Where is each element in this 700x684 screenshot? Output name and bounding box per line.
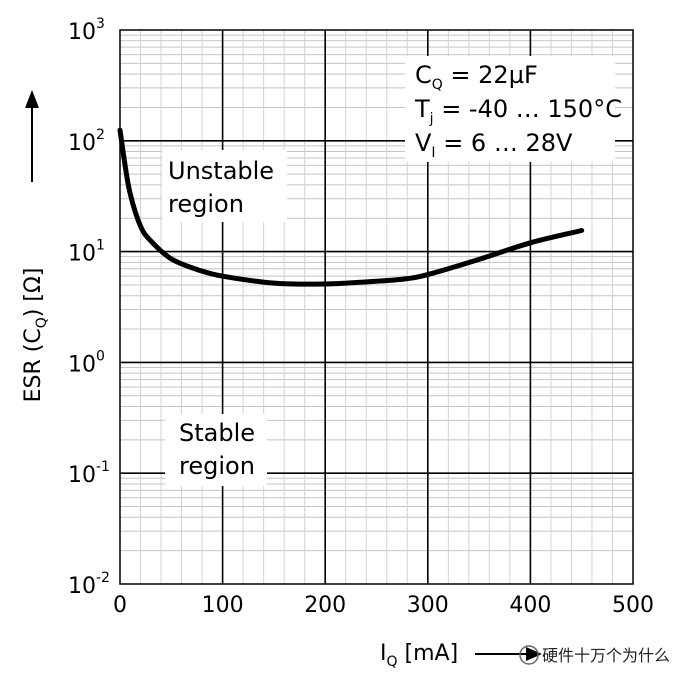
x-tick-label: 200: [304, 593, 346, 618]
unstable-label-line2: region: [168, 190, 244, 218]
y-tick-label: 102: [68, 127, 105, 156]
y-tick-label: 10-2: [68, 570, 110, 599]
stable-label-line2: region: [179, 452, 255, 480]
x-tick-label: 300: [407, 593, 449, 618]
esr-boundary-curve: [117, 127, 585, 287]
stable-box: [165, 414, 267, 486]
condition-cq: CQ = 22µF: [415, 61, 538, 93]
conditions-box: [405, 56, 615, 162]
x-tick-label: 500: [612, 593, 654, 618]
condition-tj: Tj = -40 … 150°C: [414, 95, 622, 127]
minor-grid: [120, 30, 633, 584]
y-tick-label: 10-1: [68, 459, 110, 488]
y-axis-arrow-head: [25, 90, 39, 108]
unstable-label-line1: Unstable: [168, 157, 274, 185]
y-tick-labels: 103 102 101 100 10-1 10-2: [68, 16, 110, 599]
plot-frame: [119, 29, 634, 585]
watermark-text: 硬件十万个为什么: [542, 646, 670, 665]
x-tick-label: 0: [113, 593, 127, 618]
unstable-box: [162, 150, 287, 222]
x-tick-label: 100: [202, 593, 244, 618]
stable-label-line1: Stable: [179, 419, 255, 447]
y-tick-label: 101: [68, 238, 105, 267]
y-tick-label: 103: [68, 16, 105, 45]
y-tick-label: 100: [68, 348, 105, 377]
x-tick-label: 400: [509, 593, 551, 618]
x-tick-labels: 0 100 200 300 400 500: [113, 593, 654, 618]
watermark-icon: [519, 645, 539, 665]
y-axis-label: ESR (CQ) [Ω]: [21, 268, 50, 403]
x-axis-label: IQ [mA]: [380, 641, 458, 670]
condition-vi: VI = 6 … 28V: [415, 129, 573, 161]
x-axis-arrow-head: [526, 647, 542, 661]
